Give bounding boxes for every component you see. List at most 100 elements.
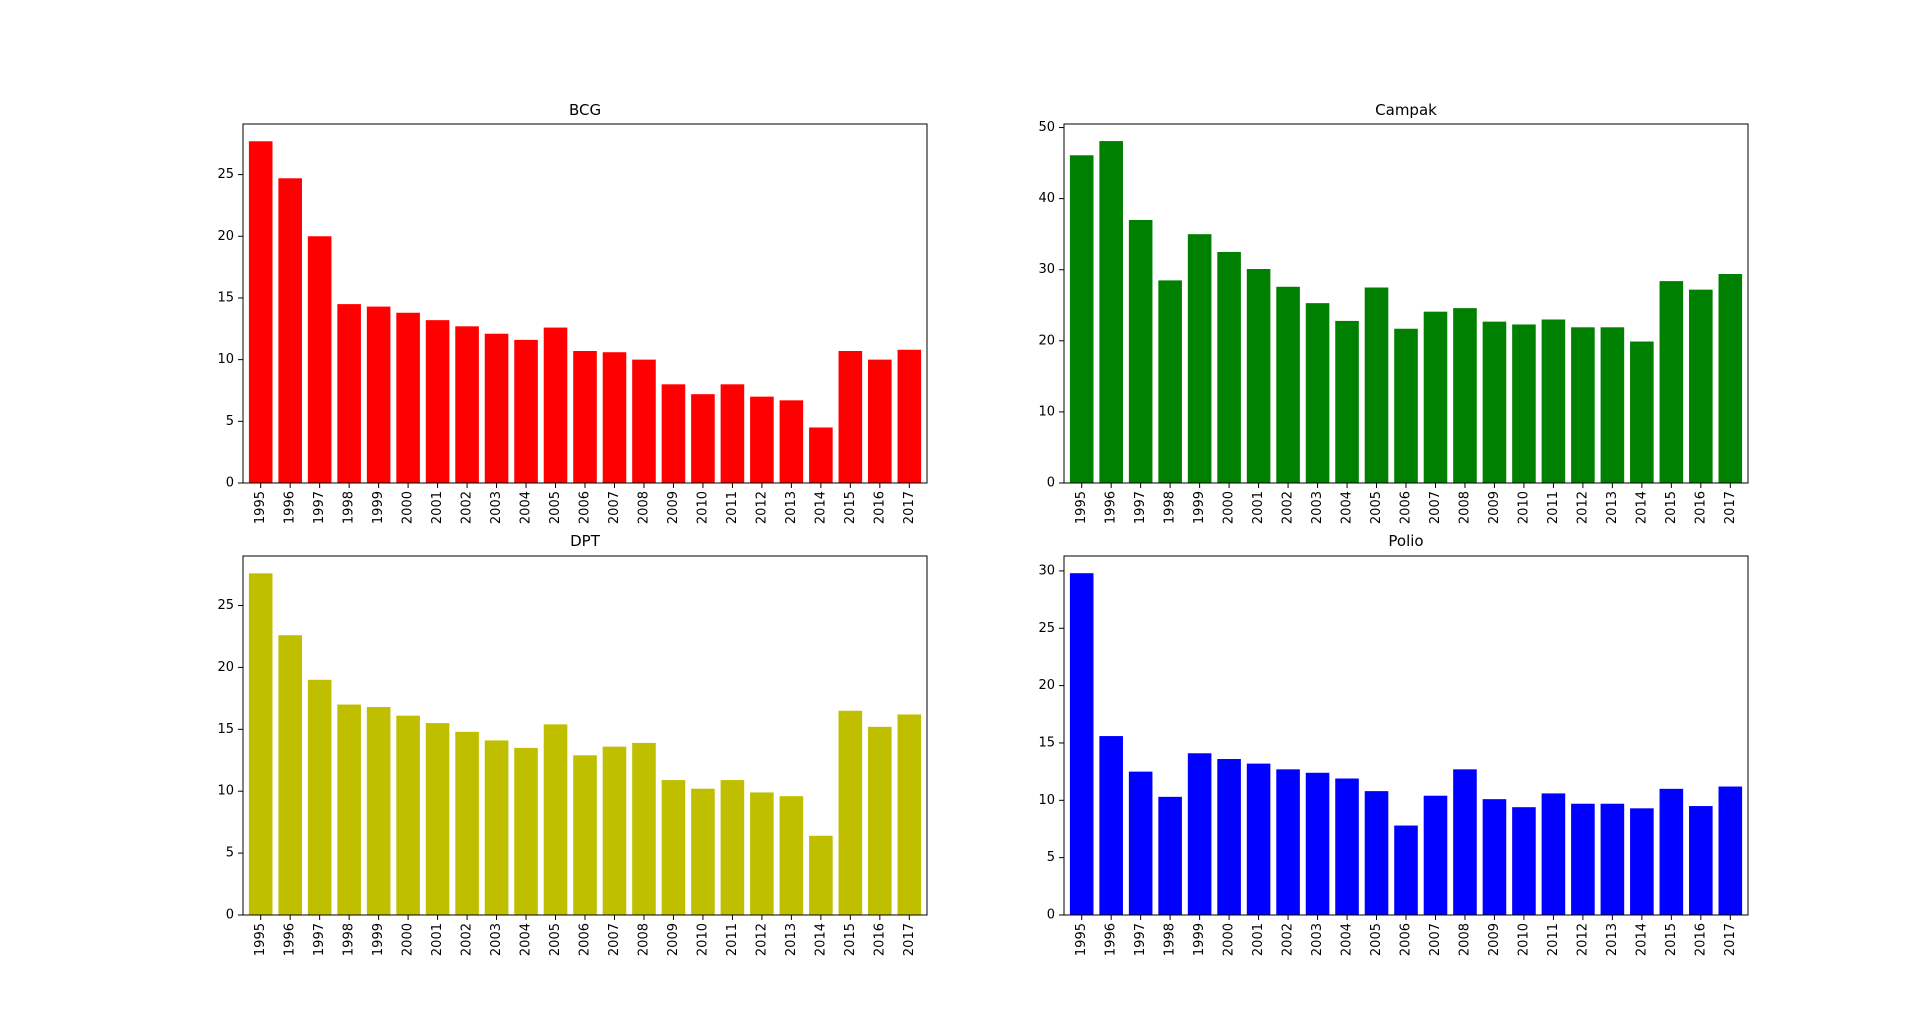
x-tick-label: 2017 [902, 923, 917, 956]
x-tick-label: 2007 [607, 491, 622, 524]
subplot-title: BCG [569, 101, 601, 119]
bar-2009 [661, 780, 686, 915]
x-tick-label: 2010 [695, 923, 710, 956]
bar-2003 [484, 333, 509, 483]
x-tick-label: 1999 [1192, 491, 1207, 524]
bar-2013 [1600, 327, 1625, 483]
x-tick-label: 2017 [1723, 491, 1738, 524]
y-tick-label: 50 [1038, 120, 1055, 135]
y-axis: 0 5 10 15 20 25 [217, 598, 243, 923]
bar-1995 [248, 141, 273, 483]
x-tick-label: 1997 [1133, 923, 1148, 956]
x-tick-label: 2006 [1399, 491, 1414, 524]
bar-2009 [661, 384, 686, 483]
bar-2000 [396, 312, 420, 483]
bar-2008 [632, 742, 656, 915]
bar-2012 [1571, 327, 1595, 483]
x-tick-label: 2013 [784, 491, 799, 524]
y-tick-label: 0 [1047, 908, 1055, 923]
x-tick-label: 1997 [312, 923, 327, 956]
bar-2007 [1423, 795, 1448, 915]
x-tick-label: 2008 [1457, 491, 1472, 524]
y-tick-label: 15 [217, 290, 234, 305]
x-tick-label: 1998 [342, 491, 357, 524]
x-tick-label: 2006 [578, 491, 593, 524]
y-tick-label: 25 [1038, 621, 1055, 636]
y-tick-label: 0 [226, 908, 234, 923]
bar-2001 [1246, 269, 1271, 483]
plot-frame [1063, 123, 1749, 484]
bar-2015 [1659, 788, 1684, 915]
bar-2011 [1541, 319, 1566, 483]
bar-2001 [425, 320, 450, 483]
subplot-title: DPT [570, 532, 601, 550]
x-tick-label: 2007 [607, 923, 622, 956]
x-tick-label: 1999 [371, 923, 386, 956]
plot-frame [242, 123, 928, 484]
x-tick-label: 2015 [1664, 491, 1679, 524]
x-tick-label: 2001 [1251, 923, 1266, 956]
bar-2005 [1364, 287, 1389, 483]
bar-1996 [1099, 141, 1123, 483]
subplot-title: Campak [1375, 101, 1437, 119]
bar-2006 [1394, 328, 1418, 483]
bar-2014 [809, 427, 833, 483]
y-tick-label: 5 [226, 414, 234, 429]
bar-1999 [1187, 234, 1212, 483]
bar-2007 [602, 352, 627, 483]
x-tick-label: 2009 [1487, 491, 1502, 524]
x-tick-label: 2003 [489, 491, 504, 524]
x-tick-label: 2009 [666, 491, 681, 524]
x-tick-label: 2014 [1634, 491, 1649, 524]
bar-2015 [838, 710, 863, 915]
bar-2012 [750, 792, 774, 915]
x-tick-label: 2015 [843, 491, 858, 524]
y-tick-label: 5 [226, 846, 234, 861]
bar-1997 [1128, 219, 1153, 483]
bar-1997 [307, 236, 332, 483]
x-tick-label: 2000 [1222, 491, 1237, 524]
bar-2008 [1453, 769, 1477, 915]
bar-2003 [1305, 303, 1330, 483]
bar-2007 [602, 746, 627, 915]
bar-2010 [1512, 807, 1536, 915]
bar-1995 [1069, 155, 1094, 483]
x-tick-label: 1995 [253, 923, 268, 956]
x-tick-label: 2008 [636, 923, 651, 956]
x-tick-label: 2008 [636, 491, 651, 524]
bar-2005 [543, 327, 568, 483]
bar-1997 [307, 679, 332, 915]
y-tick-label: 10 [217, 352, 234, 367]
bar-2001 [425, 723, 450, 915]
x-tick-label: 2010 [1516, 923, 1531, 956]
y-tick-label: 20 [1038, 333, 1055, 348]
bar-1995 [1069, 573, 1094, 915]
bar-group [248, 141, 922, 483]
x-tick-label: 1996 [1104, 491, 1119, 524]
x-tick-label: 1998 [1163, 491, 1178, 524]
bar-2000 [1217, 759, 1241, 915]
x-tick-label: 2014 [1634, 923, 1649, 956]
plot-frame [1063, 555, 1749, 916]
x-tick-label: 1998 [342, 923, 357, 956]
subplot-title: Polio [1388, 532, 1423, 550]
bar-1998 [1158, 796, 1182, 915]
y-tick-label: 15 [217, 722, 234, 737]
x-tick-label: 2009 [666, 923, 681, 956]
bar-1999 [366, 707, 391, 915]
bar-2005 [1364, 791, 1389, 915]
x-tick-label: 2008 [1457, 923, 1472, 956]
x-tick-label: 2013 [1605, 491, 1620, 524]
x-tick-label: 2001 [430, 923, 445, 956]
x-tick-label: 2014 [813, 923, 828, 956]
x-tick-label: 2016 [1693, 491, 1708, 524]
y-axis: 0 5 10 15 20 25 [217, 167, 243, 491]
x-tick-label: 2015 [843, 923, 858, 956]
x-tick-label: 2001 [1251, 491, 1266, 524]
x-tick-label: 2004 [519, 923, 534, 956]
bar-1998 [337, 704, 361, 915]
bar-2007 [1423, 311, 1448, 483]
bar-2003 [484, 740, 509, 915]
x-tick-label: 2010 [695, 491, 710, 524]
